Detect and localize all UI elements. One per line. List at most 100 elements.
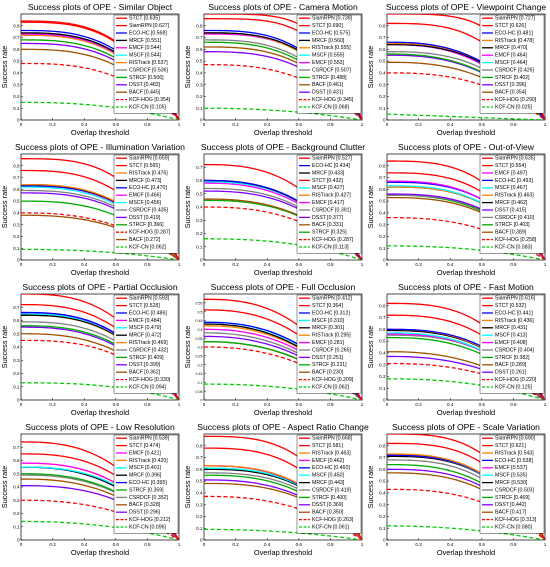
legend-entry: KCF-CN [0.096] bbox=[129, 524, 166, 530]
legend-entry: MSCF [0.467] bbox=[495, 185, 528, 191]
y-tick-label: 0.6 bbox=[379, 327, 386, 332]
legend-entry: ECO-HC [0.481] bbox=[495, 30, 533, 36]
y-tick-label: 0 bbox=[383, 538, 386, 543]
y-tick-label: 0.4 bbox=[379, 70, 386, 75]
legend-entry: SiamRPN [0.539] bbox=[129, 436, 170, 442]
legend-entry: RISTrack [0.469] bbox=[129, 340, 168, 346]
legend-entry: SiamRPN [0.635] bbox=[495, 156, 536, 162]
legend-entry: MSCF [0.310] bbox=[312, 318, 345, 324]
y-axis-label: Success rate bbox=[0, 466, 9, 509]
legend-entry: BACF [0.350] bbox=[312, 510, 344, 516]
legend-entry: STCT [0.554] bbox=[495, 163, 526, 169]
legend-entry: RISTrack [0.427] bbox=[312, 193, 351, 199]
legend-entry: KCF-CN [0.125] bbox=[495, 384, 532, 390]
series-line-kcf-cn bbox=[21, 520, 179, 540]
x-tick-label: 0.6 bbox=[479, 262, 486, 267]
x-axis-label: Overlap threshold bbox=[254, 408, 312, 417]
x-tick-label: 0.2 bbox=[232, 402, 239, 407]
y-tick-label: 0.8 bbox=[196, 443, 203, 448]
legend-box bbox=[113, 434, 179, 534]
x-tick-label: 1 bbox=[178, 122, 181, 127]
legend-entry: MRCF [0.443] bbox=[312, 480, 345, 486]
legend-entry: MRCF [0.530] bbox=[495, 480, 528, 486]
y-tick-label: 0.6 bbox=[13, 47, 20, 52]
y-tick-label: 0.6 bbox=[379, 47, 386, 52]
y-tick-label: 0.6 bbox=[379, 467, 386, 472]
legend-entry: MRCF [0.301] bbox=[312, 325, 345, 331]
legend-entry: BACF [0.354] bbox=[495, 90, 527, 96]
series-line-kcf-cn bbox=[387, 113, 545, 120]
legend-entry: MRCF [0.433] bbox=[312, 170, 345, 176]
x-tick-label: 0.8 bbox=[144, 402, 151, 407]
legend-entry: KCF-CN [0.105] bbox=[129, 104, 166, 110]
legend-entry: RISTrack [0.463] bbox=[495, 193, 534, 199]
legend-box bbox=[296, 434, 362, 534]
legend-entry: MRCF [0.396] bbox=[129, 473, 162, 479]
legend-entry: SiamRPN [0.668] bbox=[312, 436, 353, 442]
legend-entry: CSRDCF [0.432] bbox=[129, 347, 168, 353]
x-tick-label: 1 bbox=[544, 262, 547, 267]
legend-entry: STCT [0.626] bbox=[495, 23, 526, 29]
legend-entry: DSST [0.399] bbox=[129, 362, 161, 368]
chart-panel-3: Success plots of OPE - Viewpoint Change 0… bbox=[366, 2, 547, 137]
y-axis-label: Success rate bbox=[366, 326, 375, 369]
series-line-kcf-cn bbox=[387, 245, 545, 260]
y-tick-label: 0.25 bbox=[196, 354, 203, 358]
x-tick-label: 0.6 bbox=[479, 542, 486, 547]
x-tick-label: 0 bbox=[20, 402, 23, 407]
chart-title: Success plots of OPE - Similar Object bbox=[28, 2, 173, 12]
legend-entry: RISTrack [0.478] bbox=[495, 38, 534, 44]
legend: SiamRPN [0.616]STCT [0.532]ECO-HC [0.441… bbox=[479, 294, 545, 394]
y-axis-label: Success rate bbox=[366, 46, 375, 89]
series-line-kcf-cn bbox=[21, 382, 179, 400]
y-tick-label: 0.45 bbox=[196, 319, 203, 323]
y-tick-label: 0.2 bbox=[379, 234, 386, 239]
legend-entry: STRCF [0.409] bbox=[129, 355, 164, 361]
legend: SiamRPN [0.739]STCT [0.690]ECO-HC [0.575… bbox=[296, 14, 362, 114]
y-tick-label: 0.6 bbox=[196, 178, 203, 183]
y-tick-label: 0.5 bbox=[196, 479, 203, 484]
x-tick-label: 0.8 bbox=[327, 402, 334, 407]
y-tick-label: 0.4 bbox=[196, 70, 203, 75]
legend-entry: STCT [0.432] bbox=[312, 178, 343, 184]
legend-entry: EMCF [0.484] bbox=[129, 318, 162, 324]
x-tick-label: 0 bbox=[20, 262, 23, 267]
y-tick-label: 0.3 bbox=[13, 498, 20, 503]
y-tick-label: 0.2 bbox=[196, 94, 203, 99]
x-axis-label: Overlap threshold bbox=[254, 268, 312, 277]
y-tick-label: 0.7 bbox=[379, 455, 386, 460]
legend-box bbox=[113, 14, 179, 114]
y-tick-label: 0.55 bbox=[196, 301, 203, 305]
legend-entry: KCF-CN [0.068] bbox=[312, 104, 349, 110]
chart-panel-1: Success plots of OPE - Similar Object 0 0.… bbox=[0, 2, 181, 137]
y-tick-label: 0.4 bbox=[13, 485, 20, 490]
legend-entry: ECO-HC [0.460] bbox=[312, 465, 350, 471]
legend-entry: KCF-CN [0.025] bbox=[495, 104, 532, 110]
legend-entry: KCF-HOG [0.330] bbox=[129, 377, 171, 383]
chart-panel-9: Success plots of OPE - Fast Motion 0 0.1 0.… bbox=[366, 282, 547, 417]
chart-panel-4: Success plots of OPE - Illumination Vari… bbox=[0, 142, 185, 277]
y-tick-label: 0.7 bbox=[196, 455, 203, 460]
x-tick-label: 1 bbox=[361, 122, 364, 127]
legend-entry: DSST [0.261] bbox=[495, 370, 527, 376]
legend-entry: SiamRPN [0.593] bbox=[129, 296, 170, 302]
y-tick-label: 0.1 bbox=[379, 526, 386, 531]
y-tick-label: 0.3 bbox=[198, 346, 203, 350]
series-line-kcf-cn bbox=[21, 101, 179, 120]
legend-box bbox=[479, 294, 545, 394]
y-tick-label: 0.2 bbox=[13, 94, 20, 99]
legend-entry: MSCF [0.401] bbox=[129, 465, 162, 471]
x-tick-label: 0.6 bbox=[113, 542, 120, 547]
x-tick-label: 0.8 bbox=[144, 262, 151, 267]
x-tick-label: 0 bbox=[386, 542, 389, 547]
legend-entry: MSCF [0.413] bbox=[495, 333, 528, 339]
y-axis-label: Success rate bbox=[366, 466, 375, 509]
legend-entry: ECO-HC [0.568] bbox=[129, 30, 167, 36]
y-tick-label: 0.3 bbox=[379, 502, 386, 507]
x-tick-label: 0.4 bbox=[81, 542, 88, 547]
y-axis-label: Success rate bbox=[0, 46, 9, 89]
y-tick-label: 0.8 bbox=[379, 23, 386, 28]
y-tick-label: 0.3 bbox=[196, 82, 203, 87]
